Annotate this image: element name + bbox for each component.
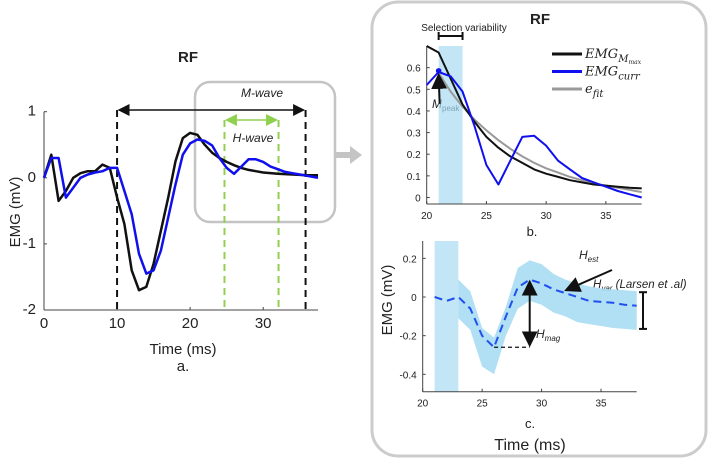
y-tick-label: 1 [28, 103, 36, 120]
h-var-label: Hvar (Larsen et .al) [593, 279, 687, 293]
y-tick-label: 0 [411, 293, 417, 304]
selection-variability-label: Selection variability [421, 23, 507, 34]
x-tick-label: 25 [481, 211, 493, 222]
series-line-emg-mmax [426, 45, 642, 190]
y-tick-label: -2 [23, 301, 36, 318]
x-tick-label: 35 [595, 399, 607, 410]
h-wave-label: H-wave [233, 131, 274, 145]
h-variability-band [458, 260, 637, 375]
zoom-region-box [193, 80, 337, 224]
y-tick-label: 0 [28, 169, 36, 186]
y-tick-label: 0.5 [407, 85, 421, 96]
panel-b-title: RF [530, 11, 550, 28]
panel-a-xlabel: Time (ms) [150, 341, 217, 358]
y-tick-label: 0.3 [407, 129, 421, 140]
panel-c-xlabel: Time (ms) [494, 437, 565, 454]
h-mag-label: Hmag [536, 327, 561, 343]
panel-a-caption: a. [177, 358, 190, 375]
x-tick-label: 20 [421, 211, 433, 222]
panel-a-title: RF [178, 49, 198, 66]
mpeak-marker [435, 68, 442, 74]
zoom-arrow [336, 146, 362, 164]
x-tick-label: 0 [40, 315, 48, 332]
series-line-emg-curr [425, 71, 642, 199]
y-tick-label: 0.4 [407, 107, 421, 118]
series-line-emg-curr [42, 138, 319, 275]
legend-label: EMGMmax [584, 47, 642, 66]
x-tick-label: 30 [255, 315, 272, 332]
series-line-emg-mmax [42, 131, 318, 292]
y-tick-label: -0.4 [399, 370, 417, 381]
mpeak-arrow [431, 72, 448, 104]
x-tick-label: 20 [417, 399, 429, 410]
selection-window-shade [434, 241, 459, 392]
x-tick-label: 35 [600, 211, 612, 222]
zoom-panel-frame [370, 0, 708, 458]
y-tick-label: 0.1 [407, 172, 421, 183]
selection-window-shade [438, 46, 463, 204]
m-wave-label: M-wave [241, 86, 283, 100]
y-tick-label: 0.6 [407, 64, 421, 75]
x-tick-label: 30 [536, 399, 548, 410]
x-tick-label: 10 [109, 315, 126, 332]
x-tick-label: 20 [182, 315, 199, 332]
y-tick-label: 0.2 [407, 150, 421, 161]
panel-bc-ylabel: EMG (mV) [379, 265, 396, 336]
panel-a-ylabel: EMG (mV) [7, 177, 24, 248]
h-est-label: Hest [579, 248, 599, 264]
panel-c-caption: c. [525, 416, 535, 431]
h-est-arrow [564, 269, 613, 292]
x-tick-label: 25 [477, 399, 489, 410]
x-tick-label: 30 [541, 211, 553, 222]
y-tick-label: 0.2 [403, 254, 417, 265]
y-tick-label: 0 [415, 194, 421, 205]
legend-label: EMGcurr [584, 65, 641, 83]
y-tick-label: -0.2 [399, 332, 417, 343]
legend-label: efit [585, 82, 604, 100]
y-tick-label: -1 [23, 235, 36, 252]
series-line-e-fit [437, 72, 642, 194]
panel-b-caption: b. [527, 224, 538, 239]
